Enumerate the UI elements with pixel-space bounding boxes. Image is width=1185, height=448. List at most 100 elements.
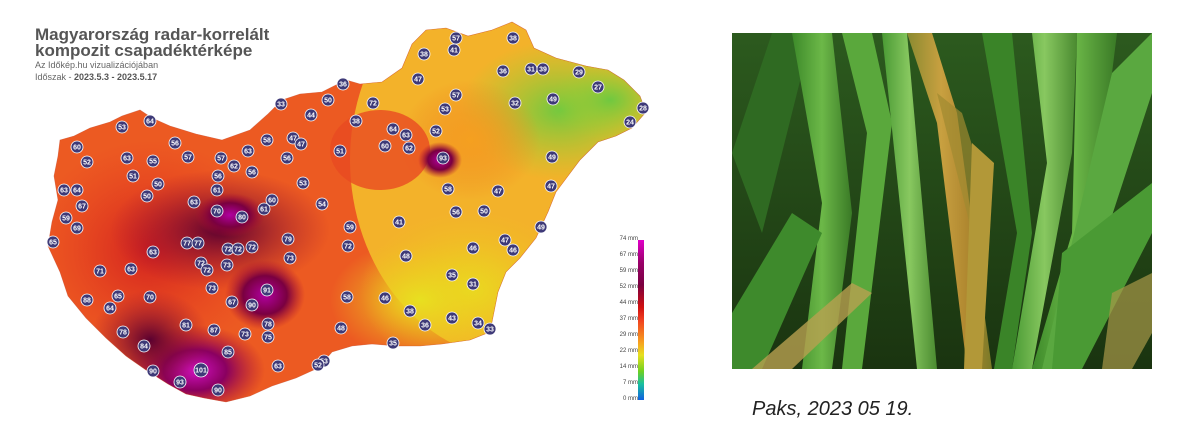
station-marker-circle <box>386 336 400 350</box>
station-marker-value: 72 <box>344 244 352 251</box>
station-marker: 61 <box>257 202 271 216</box>
station-marker-value: 71 <box>96 269 104 276</box>
station-marker: 38 <box>417 47 431 61</box>
station-marker-circle <box>449 88 463 102</box>
station-marker-value: 70 <box>146 295 154 302</box>
station-marker: 72 <box>231 242 245 256</box>
station-marker: 63 <box>146 245 160 259</box>
station-marker-circle <box>146 154 160 168</box>
station-marker: 33 <box>274 97 288 111</box>
station-marker: 51 <box>126 169 140 183</box>
station-marker: 57 <box>214 151 228 165</box>
station-marker: 101 <box>193 362 209 378</box>
station-marker-value: 67 <box>228 300 236 307</box>
station-marker: 72 <box>366 96 380 110</box>
station-marker: 57 <box>449 88 463 102</box>
station-marker: 52 <box>80 155 94 169</box>
station-marker: 51 <box>333 144 347 158</box>
station-marker-circle <box>498 233 512 247</box>
period-value: 2023.5.3 - 2023.5.17 <box>74 72 158 82</box>
station-marker-value: 38 <box>509 36 517 43</box>
station-marker: 60 <box>70 140 84 154</box>
station-marker-value: 72 <box>369 101 377 108</box>
radar-map-panel: 57 38 38 41 47 36 31 39 29 27 49 28 24 36 72 50 57 32 53 33… <box>35 21 650 403</box>
station-marker-circle <box>75 199 89 213</box>
station-marker: 91 <box>260 283 274 297</box>
station-marker-circle <box>336 77 350 91</box>
station-marker-value: 60 <box>73 145 81 152</box>
station-marker: 65 <box>46 235 60 249</box>
station-marker: 43 <box>445 311 459 325</box>
station-marker: 62 <box>227 159 241 173</box>
station-marker-circle <box>200 263 214 277</box>
station-marker-value: 41 <box>450 48 458 55</box>
station-marker-circle <box>193 362 209 378</box>
station-marker: 67 <box>225 295 239 309</box>
station-marker-value: 63 <box>123 156 131 163</box>
station-marker-value: 59 <box>346 225 354 232</box>
station-marker-circle <box>70 140 84 154</box>
station-marker-circle <box>466 277 480 291</box>
station-marker-value: 27 <box>594 85 602 92</box>
station-marker-value: 47 <box>547 184 555 191</box>
station-marker-value: 63 <box>149 250 157 257</box>
station-marker-circle <box>280 151 294 165</box>
station-marker: 55 <box>146 154 160 168</box>
map-title-line1: Magyarország radar-korrelált <box>35 25 270 44</box>
station-marker-circle <box>214 151 228 165</box>
station-marker-circle <box>296 176 310 190</box>
station-marker: 35 <box>386 336 400 350</box>
station-marker: 47 <box>498 233 512 247</box>
station-marker: 58 <box>441 182 455 196</box>
station-marker: 46 <box>466 241 480 255</box>
station-marker-circle <box>283 251 297 265</box>
station-marker-circle <box>441 182 455 196</box>
station-marker: 93 <box>173 375 187 389</box>
station-marker: 77 <box>191 236 205 250</box>
station-marker-value: 28 <box>639 106 647 113</box>
station-marker-circle <box>168 136 182 150</box>
station-marker-value: 49 <box>548 155 556 162</box>
station-marker-circle <box>343 220 357 234</box>
station-marker-circle <box>80 155 94 169</box>
station-marker-value: 73 <box>286 256 294 263</box>
station-marker-circle <box>265 193 279 207</box>
station-marker-value: 36 <box>339 82 347 89</box>
station-marker-value: 36 <box>421 323 429 330</box>
station-marker: 58 <box>260 133 274 147</box>
station-marker-circle <box>179 318 193 332</box>
station-marker-value: 35 <box>389 341 397 348</box>
station-marker: 56 <box>168 136 182 150</box>
station-marker: 59 <box>59 211 73 225</box>
station-marker-circle <box>140 189 154 203</box>
station-marker-circle <box>508 96 522 110</box>
station-marker-circle <box>211 169 225 183</box>
station-marker-value: 72 <box>234 247 242 254</box>
station-marker-value: 46 <box>381 296 389 303</box>
station-marker-value: 73 <box>208 286 216 293</box>
station-marker-value: 61 <box>260 207 268 214</box>
station-marker-value: 53 <box>299 181 307 188</box>
legend-color-bar <box>638 240 644 400</box>
station-marker-value: 64 <box>73 188 81 195</box>
station-marker-circle <box>245 298 259 312</box>
station-marker: 64 <box>103 301 117 315</box>
station-marker: 38 <box>506 31 520 45</box>
station-marker-circle <box>546 92 560 106</box>
station-marker-circle <box>124 262 138 276</box>
station-marker-value: 65 <box>49 240 57 247</box>
station-marker-value: 33 <box>486 327 494 334</box>
station-marker-value: 62 <box>230 164 238 171</box>
station-marker: 46 <box>506 243 520 257</box>
station-marker-value: 57 <box>452 36 460 43</box>
station-marker-value: 64 <box>146 119 154 126</box>
station-marker-circle <box>221 345 235 359</box>
station-marker-value: 31 <box>469 282 477 289</box>
station-marker-circle <box>294 137 308 151</box>
station-marker-value: 48 <box>337 326 345 333</box>
station-marker-circle <box>146 245 160 259</box>
station-marker: 87 <box>207 323 221 337</box>
station-marker-circle <box>245 240 259 254</box>
station-marker-value: 93 <box>439 156 447 163</box>
station-marker: 84 <box>137 339 151 353</box>
